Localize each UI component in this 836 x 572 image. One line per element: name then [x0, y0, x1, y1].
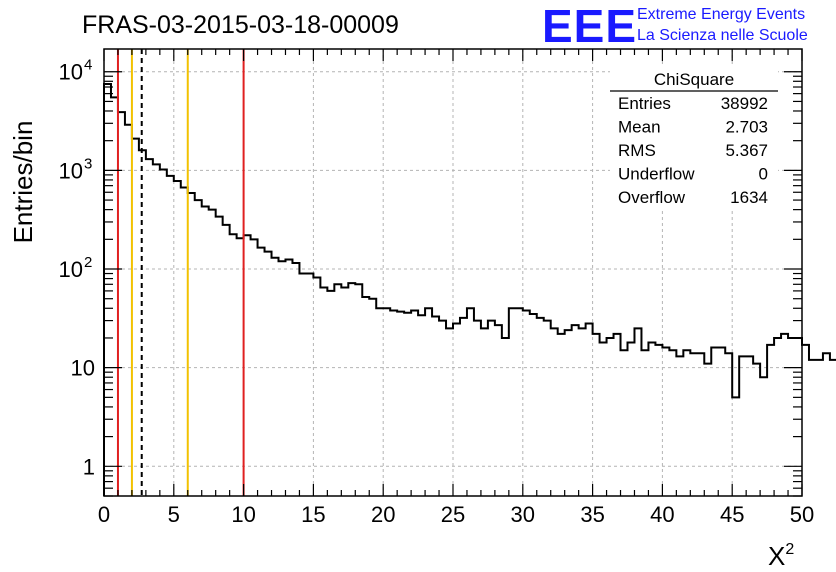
x-tick-label-8: 40 — [650, 502, 674, 527]
x-axis-label-superscript: 2 — [785, 541, 794, 558]
histogram-series — [103, 83, 836, 496]
logo-mark: EEE — [542, 0, 637, 52]
stats-box-background — [610, 66, 778, 208]
y-tick-exponent-3: 3 — [84, 155, 92, 172]
stats-box-title: ChiSquare — [654, 70, 734, 89]
x-tick-label-6: 30 — [511, 502, 535, 527]
logo-line-2: La Scienza nelle Scuole — [637, 27, 808, 44]
x-tick-labels: 0 5 10 15 20 25 30 35 40 45 50 — [98, 502, 814, 527]
y-axis-label: Entries/bin — [8, 121, 38, 244]
y-tick-label-0: 1 — [83, 454, 95, 479]
x-tick-label-10: 50 — [790, 502, 814, 527]
logo-line-1: Extreme Energy Events — [637, 6, 805, 23]
stats-value-mean: 2.703 — [725, 118, 768, 137]
y-tick-label-4: 10 — [59, 60, 83, 85]
x-tick-label-5: 25 — [441, 502, 465, 527]
y-tick-label-1: 10 — [71, 356, 95, 381]
histogram-outline — [103, 83, 836, 496]
x-tick-label-2: 10 — [231, 502, 255, 527]
axis-ticks — [103, 49, 803, 497]
reference-lines — [116, 49, 245, 496]
stats-value-underflow: 0 — [759, 165, 768, 184]
stats-box: ChiSquare Entries 38992 Mean 2.703 RMS 5.367 U… — [610, 66, 778, 208]
stats-label-underflow: Underflow — [618, 165, 695, 184]
stats-label-mean: Mean — [618, 118, 661, 137]
x-tick-label-4: 20 — [371, 502, 395, 527]
y-tick-label-3: 10 — [59, 158, 83, 183]
x-tick-label-7: 35 — [580, 502, 604, 527]
x-axis-label-base: X — [768, 541, 785, 571]
stats-rows: Entries 38992 Mean 2.703 RMS 5.367 Underflow 0 O… — [618, 94, 768, 207]
stats-label-entries: Entries — [618, 94, 671, 113]
stats-value-entries: 38992 — [721, 94, 768, 113]
chart-title: FRAS-03-2015-03-18-00009 — [82, 11, 399, 39]
stats-value-overflow: 1634 — [730, 188, 768, 207]
x-tick-label-3: 15 — [301, 502, 325, 527]
x-axis-label: X2 — [768, 541, 794, 571]
stats-label-overflow: Overflow — [618, 188, 686, 207]
y-tick-label-2: 10 — [59, 257, 83, 282]
x-tick-label-0: 0 — [98, 502, 110, 527]
grid-lines — [104, 49, 802, 496]
stats-value-rms: 5.367 — [725, 141, 768, 160]
y-tick-exponent-2: 2 — [84, 254, 92, 271]
eee-logo: EEE Extreme Energy Events La Scienza nel… — [542, 0, 808, 52]
x-tick-label-1: 5 — [168, 502, 180, 527]
y-tick-exponent-4: 4 — [84, 57, 92, 74]
stats-label-rms: RMS — [618, 141, 656, 160]
x-tick-label-9: 45 — [720, 502, 744, 527]
